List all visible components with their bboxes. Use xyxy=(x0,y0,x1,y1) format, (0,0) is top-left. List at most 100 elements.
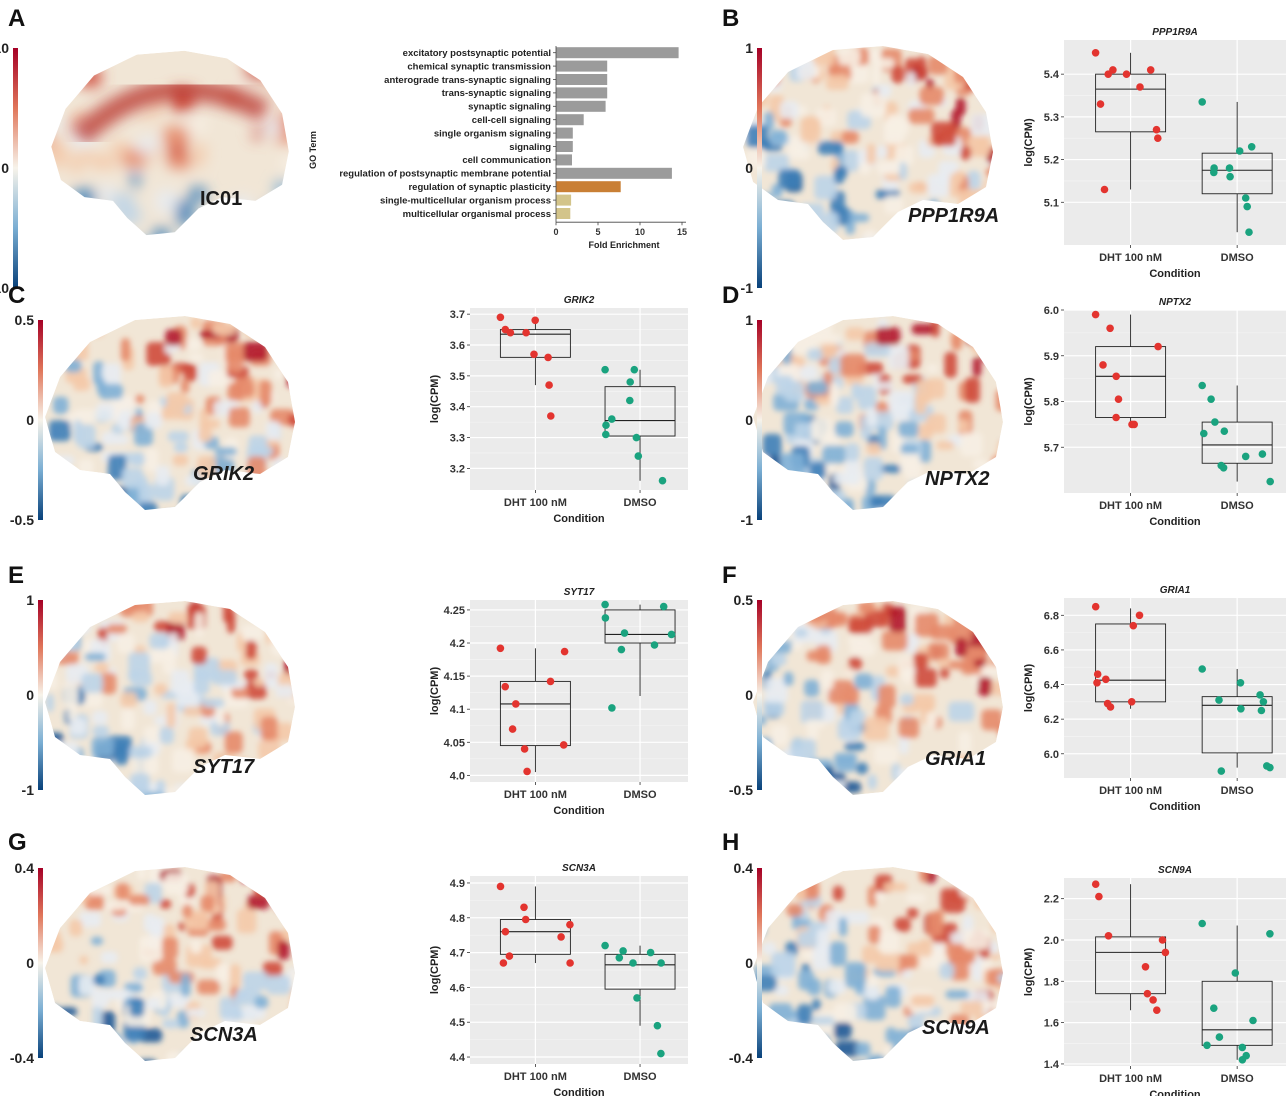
brain-blob xyxy=(261,790,280,795)
brain-blob xyxy=(807,978,821,996)
brain-blob xyxy=(991,61,993,88)
brain-blob xyxy=(193,670,210,695)
ytick-label: 6.2 xyxy=(1044,714,1059,726)
brain-blob xyxy=(759,1016,780,1040)
data-point xyxy=(1095,892,1103,901)
brain-blob xyxy=(828,785,838,795)
brain-blob xyxy=(91,737,114,758)
data-point xyxy=(545,381,553,389)
brain-blob xyxy=(288,413,295,427)
brain-blob xyxy=(865,987,880,1000)
brain-blob xyxy=(990,462,1003,486)
brain-blob xyxy=(180,494,206,510)
brain-blob xyxy=(270,633,294,653)
brain-blob xyxy=(216,963,230,983)
ytick-label: 4.5 xyxy=(450,1017,465,1029)
brain-blob xyxy=(139,110,152,121)
brain-blob xyxy=(143,913,157,932)
data-point xyxy=(557,933,565,941)
panel-letter-E: E xyxy=(8,562,24,589)
brain-blob xyxy=(848,656,862,670)
brain-blob xyxy=(811,1016,835,1025)
brain-blob xyxy=(981,86,993,101)
brain-blob xyxy=(991,225,993,240)
brain-blob xyxy=(282,152,289,176)
ytick-label: 3.5 xyxy=(450,371,465,383)
ytick-label: 5.4 xyxy=(1044,69,1060,81)
brain-blob xyxy=(963,929,989,950)
brain-blob xyxy=(768,454,781,479)
data-point xyxy=(1210,168,1218,177)
brain-blob xyxy=(816,334,842,344)
brain-blob xyxy=(79,912,102,928)
brain-blob xyxy=(960,1001,983,1017)
brain-blob xyxy=(129,997,145,1017)
brain-blob xyxy=(1002,360,1003,375)
brain-blob xyxy=(961,236,978,240)
brain-blob xyxy=(162,512,187,529)
brain-blob xyxy=(840,353,866,377)
brain-blob xyxy=(183,364,197,382)
brain-blob xyxy=(95,498,107,510)
brain-blob xyxy=(284,461,295,475)
brain-blob xyxy=(825,613,848,623)
brain-blob xyxy=(70,620,91,635)
brain-texture xyxy=(51,50,289,236)
ytick-label: 5.1 xyxy=(1044,197,1059,209)
brain-blob xyxy=(927,174,949,197)
brain-blob xyxy=(210,721,230,736)
go-xtick-label: 10 xyxy=(635,227,645,237)
brain-blob xyxy=(844,149,859,172)
data-point xyxy=(1243,202,1251,211)
brain-blob xyxy=(855,1042,871,1057)
brain-blob xyxy=(73,1061,88,1081)
colorbar-D xyxy=(757,320,762,520)
brain-blob xyxy=(776,496,791,510)
brain-blob xyxy=(797,365,818,381)
brain-blob xyxy=(69,919,83,937)
go-term-label: cell communication xyxy=(462,155,551,166)
panel-letter-G: G xyxy=(8,829,27,856)
brain-blob xyxy=(888,796,898,808)
colorbar-mid-label: 0 xyxy=(26,412,34,428)
brain-blob xyxy=(982,348,997,363)
brain-map-D xyxy=(753,316,1003,510)
data-point xyxy=(566,959,574,967)
data-point xyxy=(544,353,552,362)
brain-blob xyxy=(90,639,109,655)
brain-blob xyxy=(871,66,881,86)
brain-blob xyxy=(134,394,145,404)
brain-blob xyxy=(54,741,79,767)
box xyxy=(604,609,676,644)
brain-blob xyxy=(286,367,295,388)
brain-blob xyxy=(774,984,789,996)
xtick-label: DMSO xyxy=(624,1071,657,1083)
brain-blob xyxy=(82,692,103,708)
brain-blob xyxy=(263,961,283,979)
data-point xyxy=(1207,395,1215,404)
data-point xyxy=(505,952,514,960)
ytick-label: 4.6 xyxy=(450,982,465,994)
brain-blob xyxy=(287,796,311,818)
brain-blob xyxy=(847,61,869,84)
brain-blob xyxy=(939,787,957,795)
brain-blob xyxy=(800,117,821,143)
brain-blob xyxy=(144,448,159,472)
brain-blob xyxy=(51,640,65,658)
brain-blob xyxy=(771,201,791,219)
brain-blob xyxy=(73,409,99,423)
data-point xyxy=(1099,361,1107,369)
brain-blob xyxy=(56,506,68,510)
data-point xyxy=(646,948,655,957)
data-point xyxy=(508,725,517,733)
brain-blob xyxy=(177,1010,189,1029)
brain-blob xyxy=(778,169,801,189)
brain-blob xyxy=(998,438,1003,449)
data-point xyxy=(1257,706,1266,715)
brain-blob xyxy=(906,907,919,919)
brain-blob xyxy=(284,1029,295,1055)
data-point xyxy=(650,641,659,649)
brain-blob xyxy=(806,381,828,395)
brain-blob xyxy=(767,217,791,227)
brain-blob xyxy=(75,1048,94,1061)
